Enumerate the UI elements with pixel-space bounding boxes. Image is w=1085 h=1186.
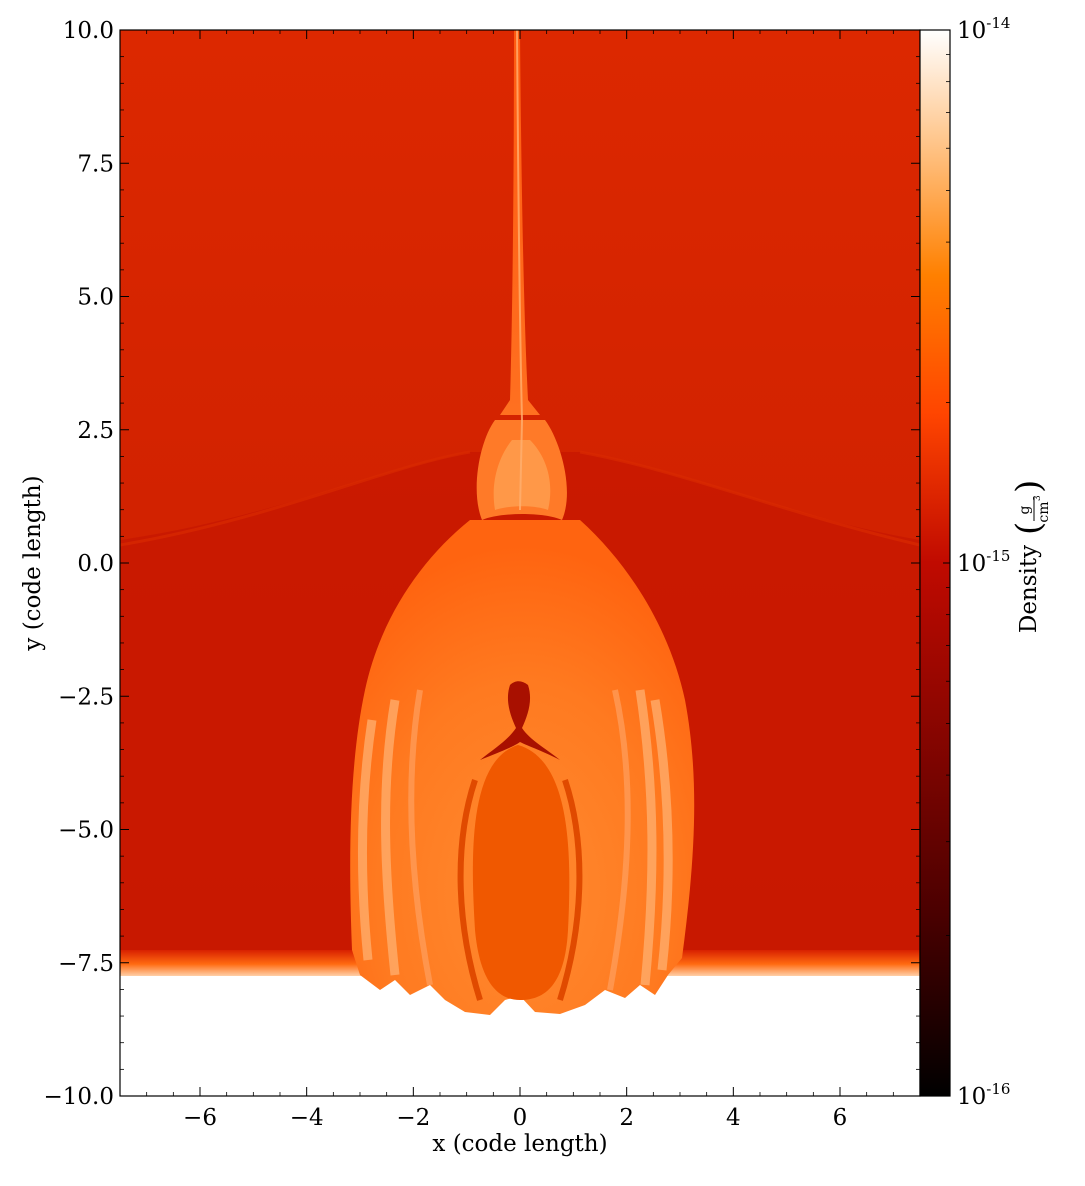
colorbar-unit-paren-close: ) [1009, 480, 1049, 493]
bow-shock-front [120, 450, 920, 547]
colorbar-label-text: Density [1016, 545, 1042, 633]
dark-core [480, 681, 560, 760]
plume-mid-streaks [408, 689, 631, 991]
jet [500, 30, 540, 415]
x-tick-label: −4 [290, 1105, 324, 1131]
colorbar-tick-label: 10-16 [957, 1080, 1010, 1110]
colorbar-tick-label: 10-15 [957, 547, 1010, 577]
x-axis-label: x (code length) [432, 1131, 607, 1157]
x-tick-label: 2 [619, 1105, 634, 1131]
colorbar: 10-14 10-15 10-16 Density ( g cm 3 ) [919, 14, 1052, 1110]
inner-cavity [472, 745, 570, 1000]
x-tick-label: −6 [183, 1105, 217, 1131]
colorbar-label: Density ( g cm 3 ) [1009, 480, 1052, 633]
colorbar-tick-label: 10-14 [957, 14, 1010, 44]
x-tick-label: 4 [726, 1105, 741, 1131]
y-tick-label: 10.0 [63, 18, 114, 44]
colorbar-unit-denominator: cm [1036, 501, 1052, 522]
colorbar-unit-numerator: g [1017, 505, 1033, 514]
x-tick-label: −2 [396, 1105, 430, 1131]
y-tick-label: 5.0 [77, 285, 114, 311]
x-tick-label: 0 [513, 1105, 528, 1131]
cavity-arc-right [557, 779, 583, 1001]
x-axis-ticks: −6 −4 −2 0 2 4 6 [119, 30, 921, 1131]
y-tick-label: −5.0 [58, 818, 114, 844]
y-tick-label: 0.0 [77, 551, 114, 577]
y-axis-ticks: 10.0 7.5 5.0 2.5 0.0 −2.5 −5.0 −7.5 −10.0 [44, 18, 920, 1110]
cavity-arc-left [457, 779, 483, 1001]
x-tick-label: 6 [833, 1105, 848, 1131]
y-tick-label: −2.5 [58, 684, 114, 710]
colorbar-ticks: 10-14 10-15 10-16 [943, 14, 1010, 1110]
density-field-image [120, 30, 920, 1096]
y-tick-label: 7.5 [77, 151, 114, 177]
y-tick-label: 2.5 [77, 418, 114, 444]
y-axis-label: y (code length) [20, 475, 46, 651]
plume-head-bright [493, 440, 551, 510]
y-tick-label: −7.5 [58, 951, 114, 977]
y-tick-label: −10.0 [44, 1084, 114, 1110]
colorbar-unit-exponent: 3 [1033, 495, 1043, 501]
jet-core-streak [516, 30, 524, 511]
plume-outer-streaks [357, 689, 673, 986]
colorbar-unit-paren-open: ( [1009, 522, 1049, 535]
